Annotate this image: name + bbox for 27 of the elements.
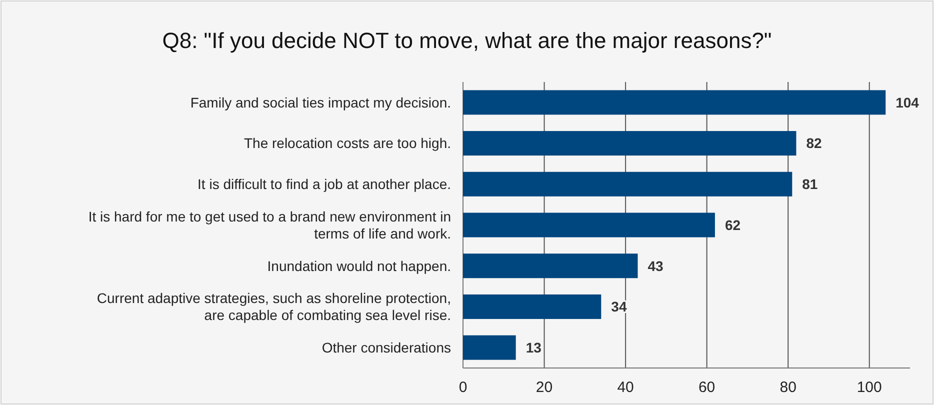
data-label: 13	[526, 339, 542, 356]
x-tick-label: 80	[780, 379, 796, 396]
bar	[463, 172, 792, 196]
bar	[463, 254, 638, 278]
data-label: 82	[806, 135, 822, 152]
y-tick-label: Family and social ties impact my decision.	[190, 94, 451, 110]
bar	[463, 294, 602, 319]
chart-title: Q8: "If you decide NOT to move, what are the major reasons?"	[162, 28, 772, 53]
bar	[463, 335, 516, 360]
x-tick-label: 40	[617, 379, 634, 396]
x-tick-label: 100	[856, 379, 882, 396]
data-label: 62	[724, 216, 741, 233]
x-tick-label: 0	[458, 379, 468, 396]
bar	[463, 90, 886, 115]
data-label: 104	[896, 94, 920, 110]
data-label: 43	[648, 258, 664, 274]
bar	[463, 131, 796, 156]
x-tick-label: 20	[536, 379, 553, 396]
data-label: 81	[802, 176, 818, 192]
bar	[463, 212, 715, 238]
y-tick-label: Current adaptive strategies, such as shoreline protection, are capable of combating sea level rise.	[96, 290, 451, 324]
y-tick-label: It is hard for me to get used to a brand new environment in terms of life and work.	[88, 208, 451, 242]
y-tick-label: It is difficult to find a job at another place.	[198, 176, 451, 192]
y-tick-label: The relocation costs are too high.	[244, 135, 451, 152]
y-tick-label: Inundation would not happen.	[267, 258, 451, 274]
y-tick-label: Other considerations	[322, 339, 451, 356]
x-tick-label: 60	[698, 379, 716, 396]
